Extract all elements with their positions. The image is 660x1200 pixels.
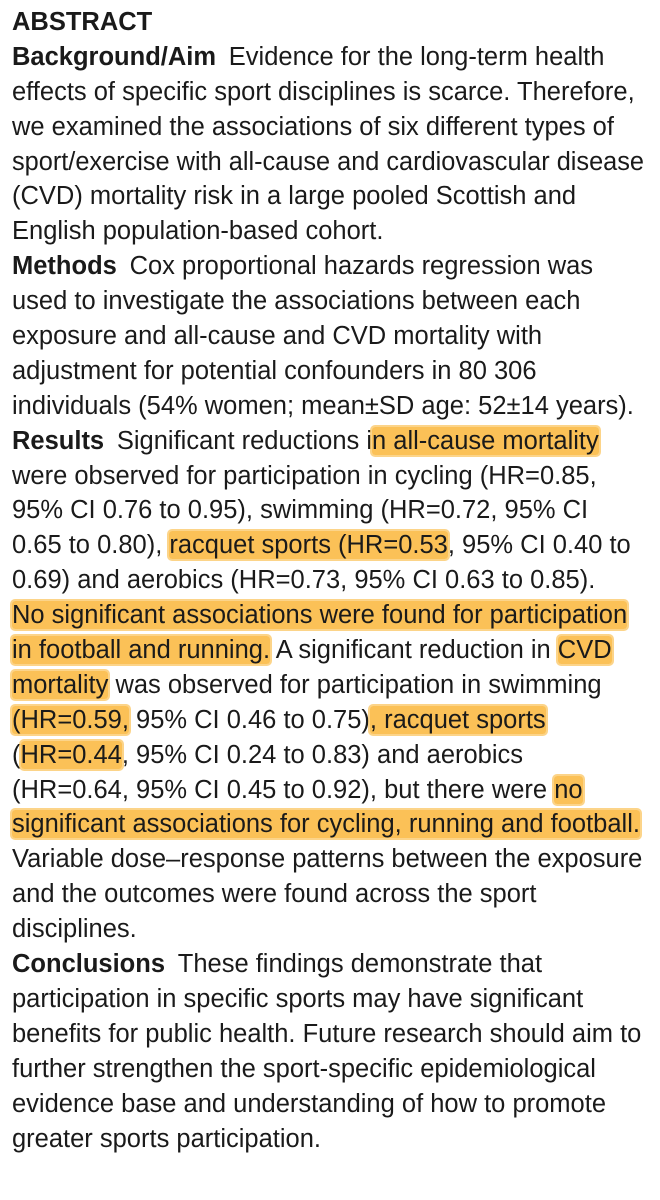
text-segment: disciplines.	[12, 915, 137, 944]
text-line: in football and running. A significant r…	[12, 633, 612, 668]
text-line: Conclusions These findings demonstrate t…	[12, 947, 542, 982]
abstract: ABSTRACT Background/Aim Evidence for the…	[12, 8, 644, 1157]
text-line: No significant associations were found f…	[12, 598, 628, 633]
text-line: participation in specific sports may hav…	[12, 982, 583, 1017]
text-segment: , 95% CI 0.40 to	[447, 531, 631, 560]
text-segment: These findings demonstrate that	[177, 950, 543, 979]
text-line: individuals (54% women; mean±SD age: 52±…	[12, 389, 634, 424]
text-segment: Evidence for the long-term health	[228, 42, 605, 71]
highlighted-text: HR=0.44	[20, 740, 122, 769]
text-segment: 95% CI 0.76 to 0.95), swimming (HR=0.72,…	[12, 496, 589, 525]
text-line: (HR=0.64, 95% CI 0.45 to 0.92), but ther…	[12, 773, 583, 808]
text-line: English population-based cohort.	[12, 214, 383, 249]
text-line: greater sports participation.	[12, 1122, 321, 1157]
text-line: adjustment for potential confounders in …	[12, 354, 537, 389]
text-line: (HR=0.44, 95% CI 0.24 to 0.83) and aerob…	[12, 738, 523, 773]
highlighted-text: significant associations for cycling, ru…	[12, 810, 640, 839]
text-segment: further strengthen the sport-specific ep…	[12, 1054, 596, 1083]
text-segment: individuals (54% women; mean±SD age: 52±…	[12, 391, 634, 420]
highlighted-text: , racquet sports	[369, 705, 546, 734]
text-segment: we examined the associations of six diff…	[12, 112, 614, 141]
text-segment: Cox proportional hazards regression was	[129, 252, 594, 281]
text-line: further strengthen the sport-specific ep…	[12, 1052, 596, 1087]
text-segment: benefits for public health. Future resea…	[12, 1019, 642, 1048]
highlighted-text: CVD	[557, 636, 612, 665]
text-segment: exposure and all-cause and CVD mortality…	[12, 322, 543, 351]
text-segment: participation in specific sports may hav…	[12, 984, 584, 1013]
text-segment: sport/exercise with all-cause and cardio…	[12, 147, 644, 176]
text-line: 0.65 to 0.80), racquet sports (HR=0.53, …	[12, 528, 631, 563]
text-line: used to investigate the associations bet…	[12, 284, 580, 319]
highlighted-text: racquet sports (HR=0.53	[169, 531, 448, 560]
text-segment: Significant reductions i	[116, 426, 373, 455]
text-line: Background/Aim Evidence for the long-ter…	[12, 40, 604, 75]
text-segment: evidence base and understanding of how t…	[12, 1089, 606, 1118]
text-line: (CVD) mortality risk in a large pooled S…	[12, 179, 576, 214]
text-line: mortality was observed for participation…	[12, 668, 602, 703]
text-line: significant associations for cycling, ru…	[12, 807, 640, 842]
section-heading: Background/Aim	[12, 42, 217, 71]
text-line: (HR=0.59, 95% CI 0.46 to 0.75), racquet …	[12, 703, 546, 738]
text-line: 0.69) and aerobics (HR=0.73, 95% CI 0.63…	[12, 563, 595, 598]
text-line: 95% CI 0.76 to 0.95), swimming (HR=0.72,…	[12, 493, 588, 528]
text-segment: (CVD) mortality risk in a large pooled S…	[12, 182, 577, 211]
text-segment: and the outcomes were found across the s…	[12, 880, 537, 909]
text-line: Methods Cox proportional hazards regress…	[12, 249, 593, 284]
text-line: benefits for public health. Future resea…	[12, 1017, 641, 1052]
highlighted-text: No significant associations were found f…	[12, 601, 628, 630]
text-line: exposure and all-cause and CVD mortality…	[12, 319, 542, 354]
text-line: effects of specific sport disciplines is…	[12, 75, 635, 110]
text-segment: A significant reduction in	[270, 636, 558, 665]
text-line: disciplines.	[12, 912, 137, 947]
text-segment: (	[12, 740, 21, 769]
highlighted-text: mortality	[12, 670, 109, 699]
text-segment: 0.69) and aerobics (HR=0.73, 95% CI 0.63…	[12, 566, 596, 595]
text-segment: were observed for participation in cycli…	[12, 461, 597, 490]
highlighted-text: n all-cause mortality	[372, 426, 599, 455]
highlighted-text: in football and running.	[12, 636, 271, 665]
text-segment: used to investigate the associations bet…	[12, 287, 581, 316]
text-segment: greater sports participation.	[12, 1124, 321, 1153]
text-line: we examined the associations of six diff…	[12, 110, 614, 145]
text-segment: 95% CI 0.46 to 0.75)	[128, 705, 370, 734]
text-segment: Variable dose–response patterns between …	[12, 845, 643, 874]
text-segment: (HR=0.64, 95% CI 0.45 to 0.92), but ther…	[12, 775, 555, 804]
highlighted-text: no	[554, 775, 583, 804]
text-segment: , 95% CI 0.24 to 0.83) and aerobics	[121, 740, 524, 769]
text-segment: adjustment for potential confounders in …	[12, 356, 537, 385]
text-line: and the outcomes were found across the s…	[12, 877, 536, 912]
text-line: Results Significant reductions in all-ca…	[12, 424, 599, 459]
text-line: evidence base and understanding of how t…	[12, 1087, 606, 1122]
text-line: sport/exercise with all-cause and cardio…	[12, 145, 644, 180]
highlighted-text: (HR=0.59,	[12, 705, 129, 734]
text-line: were observed for participation in cycli…	[12, 459, 597, 494]
text-line: Variable dose–response patterns between …	[12, 842, 642, 877]
text-segment: English population-based cohort.	[12, 217, 384, 246]
abstract-title: ABSTRACT	[12, 8, 153, 36]
section-heading: Conclusions	[12, 950, 166, 979]
text-segment: was observed for participation in swimmi…	[108, 670, 602, 699]
text-segment: 0.65 to 0.80),	[12, 531, 170, 560]
section-heading: Methods	[12, 252, 117, 281]
text-segment: effects of specific sport disciplines is…	[12, 77, 635, 106]
section-heading: Results	[12, 426, 105, 455]
